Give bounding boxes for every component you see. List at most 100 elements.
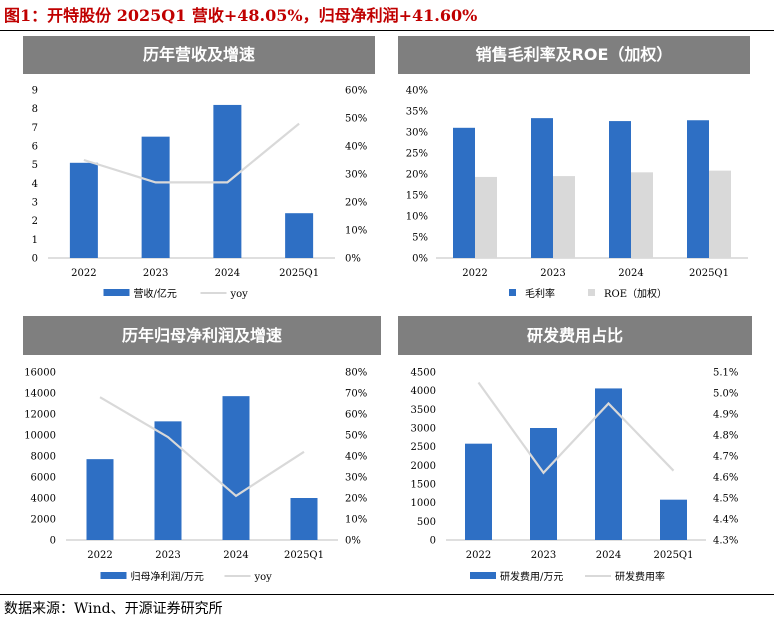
y-tick-label: 4500: [411, 368, 436, 379]
chart-panel-revenue: 历年营收及增速 0 1 2 3 4 5 6 7 8 9 0% 10% 20% 30% 40% 50% 60% 20…: [0, 36, 386, 306]
y2-tick-label: 5.0%: [713, 389, 738, 400]
bar: [609, 121, 631, 258]
bar: [475, 176, 497, 258]
panel-title-margin: 销售毛利率及ROE（加权）: [398, 36, 750, 74]
x-tick-label: 2024: [223, 550, 248, 561]
y-tick-label: 3000: [411, 424, 436, 435]
bar: [285, 213, 314, 258]
chart-margin: 0% 5% 10% 15% 20% 25% 30% 35% 40% 2022 2023 2024 202…: [406, 86, 748, 300]
legend-label: 研发费用/万元: [500, 570, 563, 583]
bar: [465, 443, 492, 540]
bar: [595, 388, 622, 540]
bar: [709, 170, 731, 258]
y2-tick-label: 30%: [345, 473, 367, 484]
y-tick-label: 1: [32, 235, 38, 246]
chart-panel-margin: 销售毛利率及ROE（加权） 0% 5% 10% 15% 20% 25% 30% 35% 40% 2…: [386, 36, 774, 306]
figure-title: 图1：开特股份 2025Q1 营收+48.05%，归母净利润+41.60%: [4, 6, 478, 25]
y-tick-label: 0: [50, 536, 56, 547]
y2-tick-label: 60%: [345, 86, 367, 97]
y2-tick-label: 0%: [345, 254, 361, 265]
bottom-rule: [0, 594, 774, 595]
y2-tick-label: 70%: [345, 389, 367, 400]
legend-label: 营收/亿元: [134, 287, 177, 300]
y-tick-label: 5: [32, 160, 38, 171]
y-tick-label: 4: [32, 179, 38, 190]
chart-panel-netprofit: 历年归母净利润及增速 0 2000 4000 6000 8000 10000 12000 14…: [0, 316, 386, 592]
chart-rd: 0 500 1000 1500 2000 2500 3000 3500 4000 4500 4.3%…: [411, 368, 739, 584]
y2-tick-label: 10%: [345, 515, 367, 526]
y2-tick-label: 30%: [345, 170, 367, 181]
y2-tick-label: 5.1%: [713, 368, 738, 379]
y-tick-label: 3: [32, 198, 38, 209]
x-tick-label: 2022: [466, 550, 491, 561]
y2-tick-label: 4.5%: [713, 494, 738, 505]
y-tick-label: 8: [32, 104, 38, 115]
bar: [453, 127, 475, 258]
x-tick-label: 2023: [531, 550, 556, 561]
x-tick-label: 2023: [143, 268, 168, 279]
y-tick-label: 15%: [406, 191, 428, 202]
chart-revenue: 0 1 2 3 4 5 6 7 8 9 0% 10% 20% 30% 40% 50% 60% 2022 2023 20…: [32, 86, 368, 301]
bar: [531, 118, 553, 258]
y2-tick-label: 50%: [345, 431, 367, 442]
y-tick-label: 6000: [31, 473, 56, 484]
y-tick-label: 20%: [406, 170, 428, 181]
y-tick-label: 2500: [411, 442, 436, 453]
y-tick-label: 1000: [411, 498, 436, 509]
x-tick-label: 2024: [215, 268, 240, 279]
bar: [660, 499, 687, 540]
bar: [553, 176, 575, 258]
y2-tick-label: 0%: [345, 536, 361, 547]
legend-swatch: [103, 289, 130, 296]
y-tick-label: 0: [430, 536, 436, 547]
y-tick-label: 3500: [411, 405, 436, 416]
y2-tick-label: 60%: [345, 410, 367, 421]
bar: [687, 120, 709, 259]
bar: [222, 396, 250, 540]
y-tick-label: 35%: [406, 107, 428, 118]
bar: [290, 498, 318, 540]
y2-tick-label: 20%: [345, 198, 367, 209]
y-tick-label: 10000: [24, 431, 56, 442]
y-tick-label: 2: [32, 216, 38, 227]
y-tick-label: 500: [417, 517, 436, 528]
y2-tick-label: 40%: [345, 452, 367, 463]
x-tick-label: 2024: [618, 268, 643, 279]
series-line: [477, 381, 675, 475]
y-tick-label: 0: [32, 254, 38, 265]
y2-tick-label: 4.9%: [713, 410, 738, 421]
legend-label: 归母净利润/万元: [131, 570, 204, 583]
x-tick-label: 2022: [462, 268, 487, 279]
y-tick-label: 10%: [406, 212, 428, 223]
legend-label: yoy: [254, 572, 273, 583]
legend-swatch: [100, 572, 127, 579]
y-tick-label: 2000: [31, 515, 56, 526]
source-note: 数据来源：Wind、开源证券研究所: [4, 601, 223, 617]
legend-label: 毛利率: [525, 287, 555, 300]
series-line: [83, 122, 300, 184]
x-tick-label: 2023: [540, 268, 565, 279]
y-tick-label: 7: [32, 123, 38, 134]
y2-tick-label: 4.8%: [713, 431, 738, 442]
panel-title-revenue: 历年营收及增速: [23, 36, 375, 74]
y2-tick-label: 4.6%: [713, 473, 738, 484]
bar: [86, 459, 114, 540]
series-line: [99, 396, 305, 498]
y-tick-label: 25%: [406, 149, 428, 160]
chart-panel-rd: 研发费用占比 0 500 1000 1500 2000 2500 3000 3500 4000 4…: [386, 316, 774, 592]
y2-tick-label: 10%: [345, 226, 367, 237]
top-rule: [0, 30, 774, 31]
bar: [631, 172, 653, 258]
x-tick-label: 2025Q1: [653, 550, 693, 561]
x-tick-label: 2025Q1: [689, 268, 729, 279]
y2-tick-label: 50%: [345, 114, 367, 125]
panel-title-netprofit: 历年归母净利润及增速: [23, 316, 381, 355]
legend-swatch: [509, 289, 516, 296]
y2-tick-label: 4.3%: [713, 536, 738, 547]
y2-tick-label: 4.4%: [713, 515, 738, 526]
y-tick-label: 14000: [24, 389, 56, 400]
legend-label: 研发费用率: [615, 570, 665, 583]
x-tick-label: 2022: [71, 268, 96, 279]
y-tick-label: 12000: [24, 410, 56, 421]
y-tick-label: 1500: [411, 480, 436, 491]
